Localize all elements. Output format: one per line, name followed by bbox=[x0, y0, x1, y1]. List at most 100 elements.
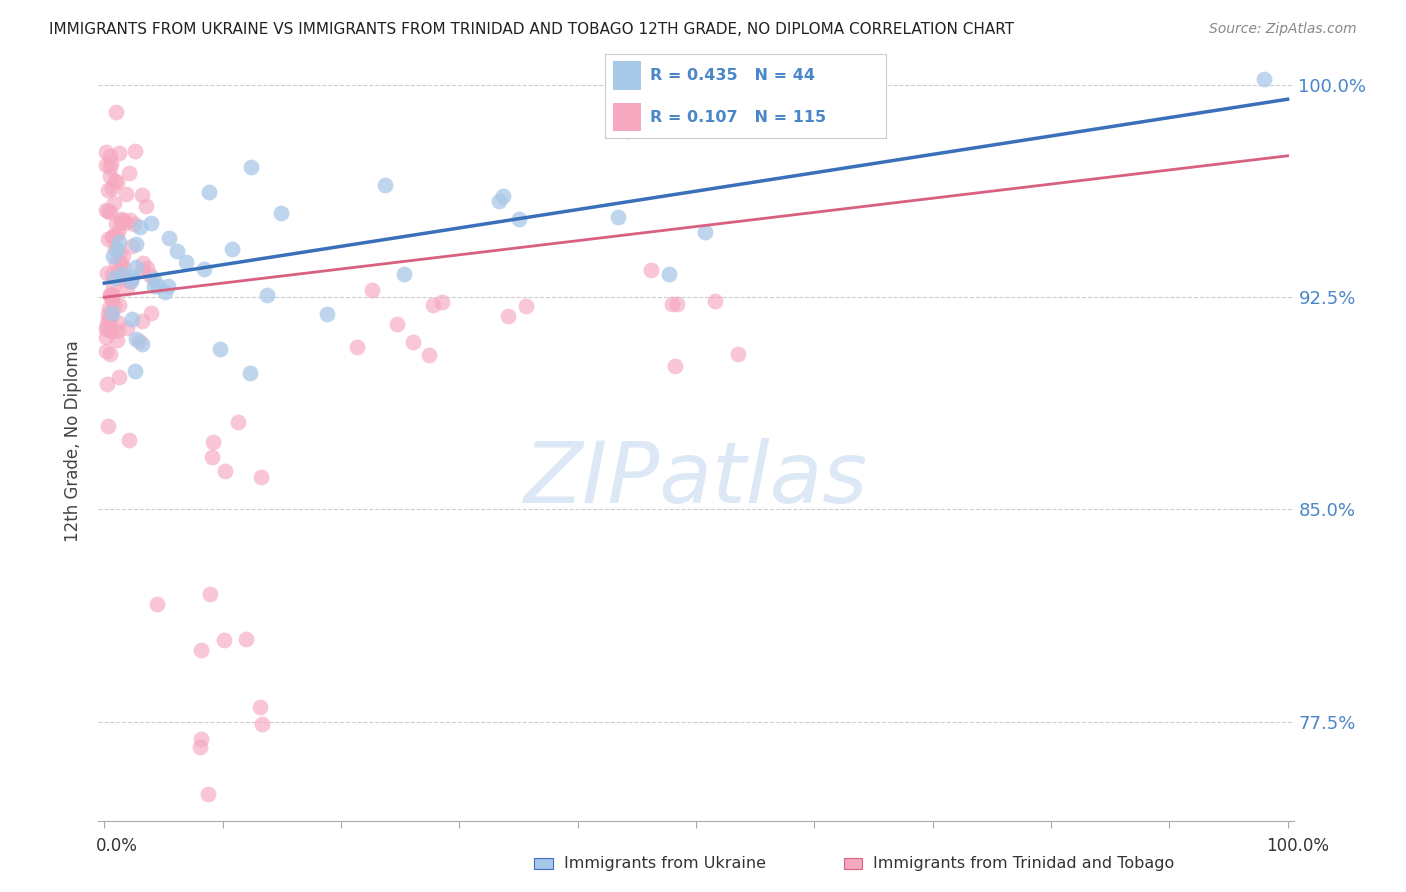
Point bbox=[496, 309, 519, 323]
Text: 100.0%: 100.0% bbox=[1265, 837, 1329, 855]
Point bbox=[96, 319, 118, 334]
Point bbox=[664, 359, 686, 373]
Point bbox=[188, 739, 211, 754]
Point bbox=[190, 731, 212, 746]
Point bbox=[402, 334, 425, 349]
Text: 0.0%: 0.0% bbox=[96, 837, 138, 855]
Point bbox=[198, 186, 221, 200]
Point bbox=[112, 260, 135, 274]
Point bbox=[105, 175, 128, 189]
Point bbox=[94, 322, 117, 336]
Point bbox=[239, 366, 262, 380]
Point bbox=[103, 196, 125, 211]
Point bbox=[103, 278, 125, 293]
Point bbox=[221, 242, 243, 256]
Point bbox=[107, 225, 129, 239]
Point bbox=[128, 334, 150, 349]
Point bbox=[100, 306, 122, 320]
Point bbox=[107, 316, 129, 330]
Point bbox=[105, 243, 128, 257]
Point bbox=[98, 301, 121, 315]
Point bbox=[250, 469, 273, 483]
Point bbox=[97, 204, 120, 219]
Point bbox=[108, 266, 131, 280]
Point bbox=[118, 166, 141, 180]
FancyBboxPatch shape bbox=[613, 103, 641, 131]
Point bbox=[316, 308, 339, 322]
Point bbox=[157, 278, 180, 293]
Point bbox=[488, 194, 510, 209]
Point bbox=[96, 376, 118, 391]
Point bbox=[105, 333, 128, 347]
Point bbox=[108, 235, 131, 249]
Point bbox=[98, 169, 121, 183]
Point bbox=[131, 188, 153, 202]
Point bbox=[105, 104, 128, 119]
Point bbox=[153, 285, 176, 300]
Point bbox=[108, 298, 131, 312]
Point bbox=[124, 363, 146, 377]
Point bbox=[110, 215, 132, 229]
Text: ZIPatlas: ZIPatlas bbox=[524, 438, 868, 521]
Point bbox=[201, 434, 224, 449]
Text: Source: ZipAtlas.com: Source: ZipAtlas.com bbox=[1209, 22, 1357, 37]
Point bbox=[110, 212, 132, 227]
Point bbox=[98, 288, 121, 302]
Point bbox=[146, 597, 169, 611]
Point bbox=[110, 257, 132, 271]
Point bbox=[94, 145, 117, 159]
Point bbox=[200, 587, 222, 601]
Point bbox=[240, 160, 263, 174]
Point bbox=[125, 237, 148, 252]
Point bbox=[121, 239, 143, 253]
Point bbox=[132, 256, 155, 270]
Point bbox=[256, 288, 278, 302]
Point bbox=[146, 278, 169, 293]
Point bbox=[1253, 72, 1275, 87]
Point bbox=[394, 268, 416, 282]
Point bbox=[98, 204, 121, 219]
Point bbox=[105, 324, 128, 338]
Point bbox=[124, 144, 146, 158]
Point bbox=[97, 308, 120, 322]
Point bbox=[100, 323, 122, 337]
Point bbox=[114, 216, 136, 230]
Point bbox=[108, 271, 131, 285]
Point bbox=[654, 120, 676, 135]
Point bbox=[103, 229, 125, 244]
Point bbox=[139, 268, 162, 282]
Point bbox=[115, 281, 138, 295]
Point bbox=[98, 347, 121, 361]
Point bbox=[108, 370, 131, 384]
Point bbox=[226, 415, 249, 429]
Point bbox=[135, 199, 157, 213]
Point bbox=[360, 283, 382, 297]
Point bbox=[103, 173, 125, 187]
Point bbox=[661, 297, 683, 311]
Point bbox=[120, 274, 142, 288]
Point bbox=[118, 274, 141, 288]
FancyBboxPatch shape bbox=[613, 62, 641, 90]
Point bbox=[131, 263, 153, 277]
Point bbox=[125, 332, 148, 346]
Point bbox=[108, 145, 131, 160]
Point bbox=[112, 249, 135, 263]
Point bbox=[100, 306, 122, 320]
Point bbox=[97, 232, 120, 246]
Point bbox=[108, 246, 131, 260]
Point bbox=[104, 243, 127, 257]
Point bbox=[94, 158, 117, 172]
Point bbox=[135, 261, 157, 276]
Point bbox=[105, 256, 128, 270]
Point bbox=[143, 272, 166, 286]
Point bbox=[143, 278, 166, 293]
Point bbox=[432, 295, 454, 310]
Point bbox=[121, 312, 143, 326]
Point bbox=[346, 340, 368, 354]
Point bbox=[139, 216, 162, 230]
Point bbox=[125, 260, 148, 274]
Point bbox=[115, 186, 138, 201]
Point bbox=[94, 330, 117, 344]
Point bbox=[508, 212, 530, 227]
Point bbox=[250, 716, 273, 731]
